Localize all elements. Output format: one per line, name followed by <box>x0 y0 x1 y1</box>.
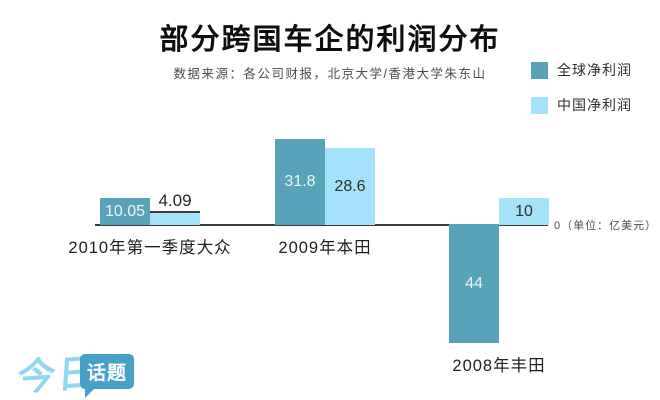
legend-item-china: 中国净利润 <box>531 95 632 115</box>
page-title: 部分跨国车企的利润分布 <box>159 24 501 56</box>
category-label: 2009年本田 <box>278 239 372 257</box>
global-profit-swatch-icon <box>531 61 548 79</box>
bar-china-2 <box>499 198 549 225</box>
axis-unit-label: 0（单位：亿美元） <box>554 220 658 232</box>
bar-china-0 <box>150 211 200 225</box>
bar-global-0 <box>100 198 150 225</box>
category-label: 2010年第一季度大众 <box>68 239 232 257</box>
bar-global-1 <box>275 139 325 225</box>
bar-value-label: 4.09 <box>158 191 192 210</box>
bar-global-2 <box>449 224 499 343</box>
legend-label-china: 中国净利润 <box>557 97 632 113</box>
data-source-note: 数据来源：各公司财报，北京大学/香港大学朱东山 <box>173 67 487 81</box>
legend: 全球净利润 中国净利润 <box>531 60 632 130</box>
bar-value-label: 44 <box>465 274 483 292</box>
axis-zero-line <box>95 224 548 226</box>
logo-bubble-text: 话题 <box>80 354 135 398</box>
bar-value-label: 10.05 <box>104 202 146 220</box>
logo: 今日 话题 <box>16 342 146 400</box>
bar-value-label: 28.6 <box>334 177 366 195</box>
category-label: 2008年丰田 <box>452 357 546 375</box>
bar-china-1 <box>325 148 375 225</box>
legend-label-global: 全球净利润 <box>557 62 632 78</box>
china-profit-swatch-icon <box>531 96 548 114</box>
legend-item-global: 全球净利润 <box>531 60 632 80</box>
bar-value-label: 10 <box>515 202 533 220</box>
bar-value-label: 31.8 <box>284 173 316 190</box>
